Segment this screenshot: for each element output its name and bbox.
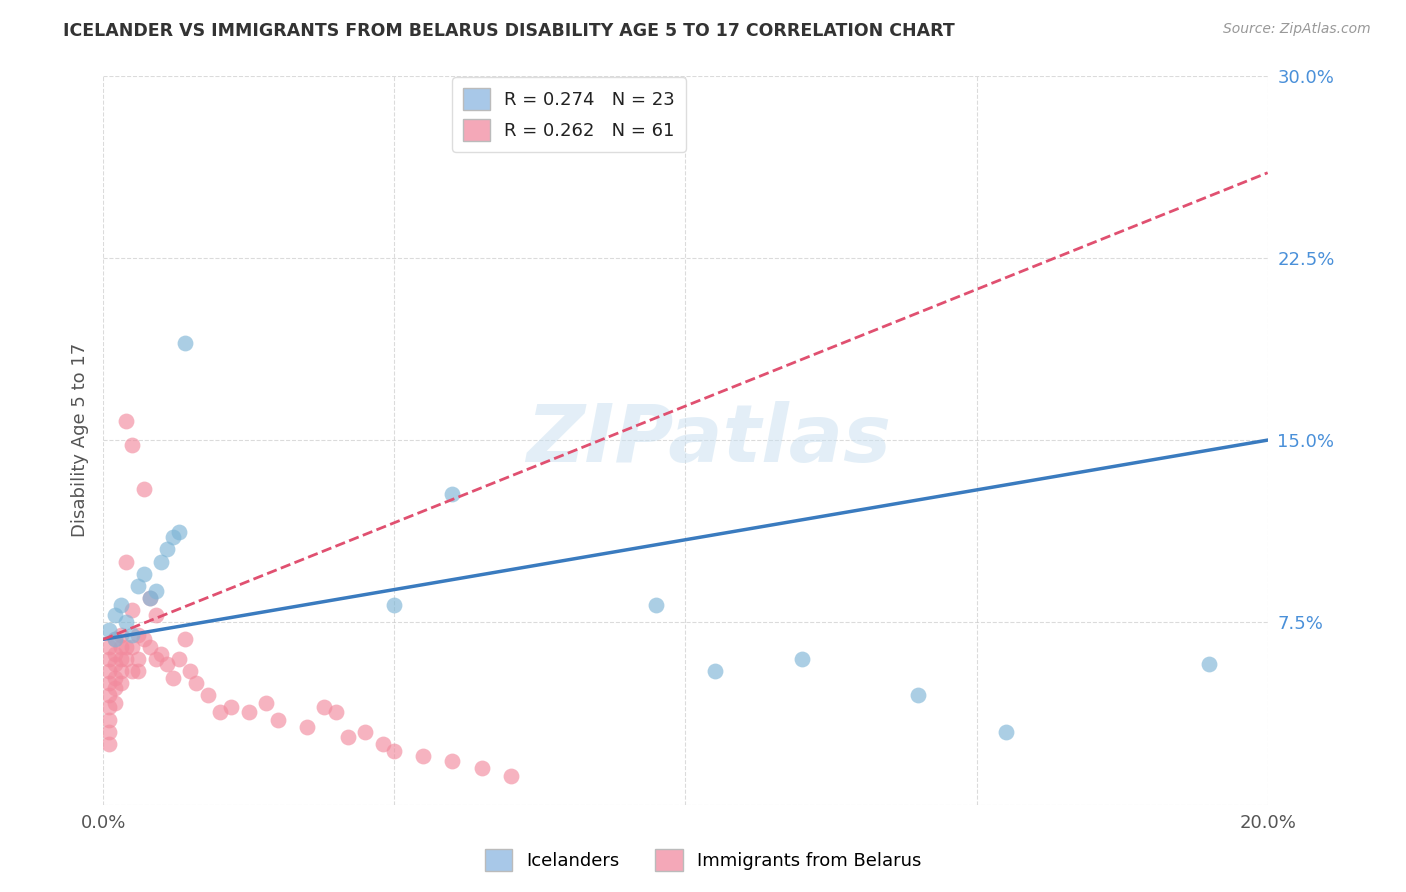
- Point: [110, 599, 132, 613]
- Point: [115, 652, 138, 666]
- Point: [167, 525, 190, 540]
- Point: [97, 724, 120, 739]
- Point: [197, 688, 219, 702]
- Point: [238, 706, 260, 720]
- Text: ICELANDER VS IMMIGRANTS FROM BELARUS DISABILITY AGE 5 TO 17 CORRELATION CHART: ICELANDER VS IMMIGRANTS FROM BELARUS DIS…: [63, 22, 955, 40]
- Point: [110, 676, 132, 690]
- Point: [138, 640, 160, 654]
- Point: [97, 640, 120, 654]
- Point: [145, 608, 167, 623]
- Point: [127, 652, 149, 666]
- Point: [1198, 657, 1220, 671]
- Point: [145, 583, 167, 598]
- Point: [267, 713, 290, 727]
- Point: [499, 768, 522, 782]
- Point: [110, 640, 132, 654]
- Point: [104, 647, 127, 661]
- Point: [115, 640, 138, 654]
- Point: [97, 623, 120, 637]
- Y-axis label: Disability Age 5 to 17: Disability Age 5 to 17: [72, 343, 89, 537]
- Point: [97, 664, 120, 678]
- Point: [179, 664, 201, 678]
- Point: [104, 657, 127, 671]
- Point: [314, 700, 336, 714]
- Point: [97, 700, 120, 714]
- Point: [104, 681, 127, 695]
- Point: [138, 591, 160, 605]
- Point: [156, 657, 179, 671]
- Text: Source: ZipAtlas.com: Source: ZipAtlas.com: [1223, 22, 1371, 37]
- Point: [907, 688, 929, 702]
- Point: [336, 730, 359, 744]
- Point: [703, 664, 725, 678]
- Point: [254, 696, 277, 710]
- Point: [208, 706, 231, 720]
- Point: [121, 627, 143, 641]
- Legend: R = 0.274   N = 23, R = 0.262   N = 61: R = 0.274 N = 23, R = 0.262 N = 61: [451, 78, 686, 152]
- Point: [132, 482, 155, 496]
- Point: [167, 652, 190, 666]
- Point: [104, 632, 127, 647]
- Text: ZIPatlas: ZIPatlas: [526, 401, 891, 479]
- Point: [127, 664, 149, 678]
- Point: [104, 632, 127, 647]
- Point: [382, 744, 405, 758]
- Point: [150, 647, 173, 661]
- Point: [104, 696, 127, 710]
- Point: [471, 761, 494, 775]
- Point: [121, 603, 143, 617]
- Point: [162, 671, 184, 685]
- Point: [110, 627, 132, 641]
- Point: [97, 676, 120, 690]
- Point: [115, 615, 138, 630]
- Point: [115, 414, 138, 428]
- Point: [354, 724, 377, 739]
- Point: [441, 754, 464, 768]
- Point: [97, 713, 120, 727]
- Point: [127, 627, 149, 641]
- Point: [173, 335, 195, 350]
- Point: [132, 632, 155, 647]
- Point: [132, 566, 155, 581]
- Point: [412, 749, 434, 764]
- Point: [104, 608, 127, 623]
- Point: [121, 438, 143, 452]
- Point: [295, 720, 318, 734]
- Point: [110, 652, 132, 666]
- Legend: Icelanders, Immigrants from Belarus: Icelanders, Immigrants from Belarus: [478, 842, 928, 879]
- Point: [994, 724, 1017, 739]
- Point: [138, 591, 160, 605]
- Point: [173, 632, 195, 647]
- Point: [162, 530, 184, 544]
- Point: [371, 737, 394, 751]
- Point: [382, 599, 405, 613]
- Point: [156, 542, 179, 557]
- Point: [325, 706, 347, 720]
- Point: [121, 664, 143, 678]
- Point: [104, 671, 127, 685]
- Point: [145, 652, 167, 666]
- Point: [150, 555, 173, 569]
- Point: [110, 664, 132, 678]
- Point: [97, 688, 120, 702]
- Point: [186, 676, 208, 690]
- Point: [219, 700, 242, 714]
- Point: [121, 640, 143, 654]
- Point: [97, 652, 120, 666]
- Point: [127, 579, 149, 593]
- Point: [441, 486, 464, 500]
- Point: [790, 652, 813, 666]
- Point: [115, 555, 138, 569]
- Point: [645, 599, 668, 613]
- Point: [97, 737, 120, 751]
